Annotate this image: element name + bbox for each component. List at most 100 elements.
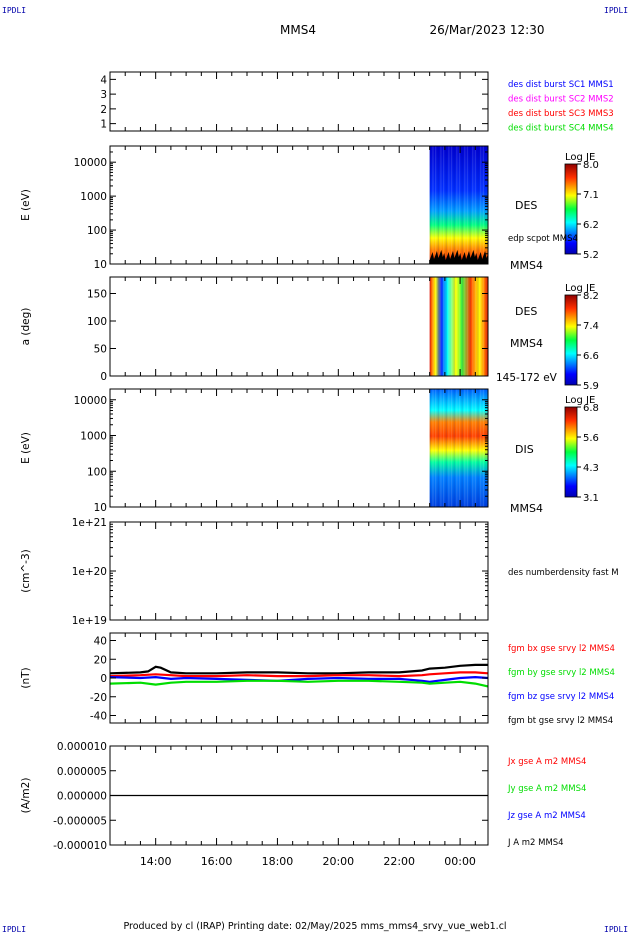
x-tick-label: 22:00 [383,855,415,868]
panel-burst: 1 2 3 4 des dist burst SC1 MMS1 des dist burs… [100,71,614,134]
corner-label-bottom-left: IPDLI [2,925,27,934]
spectrogram-stripe [458,277,461,376]
y-axis-label: E (eV) [20,189,32,221]
spectrogram-stripe [450,277,453,376]
panel-current: -0.000010 -0.000005 0.000000 0.000005 0.0000… [20,741,586,868]
plot-frame [109,521,489,621]
panel-dis-energy: Log JE6.8 5.6 4.3 3.1 10 100 1000 10000 E (eV) DI… [20,388,599,515]
side-label-spacecraft: MMS4 [510,337,543,350]
legend-entry: fgm by gse srvy l2 MMS4 [508,668,615,678]
spectrogram-stripe [461,146,463,264]
x-tick-label: 00:00 [444,855,476,868]
spectrogram-stripe [474,389,477,507]
y-tick-label: -40 [90,711,107,723]
colorbar-title: Log JE [565,283,595,294]
spectrogram-stripe [440,277,442,376]
spectrogram-stripe [453,146,455,264]
y-tick-label: 10000 [74,157,107,169]
colorbar-title: Log JE [565,395,595,406]
spectrogram-stripe [437,146,439,264]
x-tick-label: 14:00 [140,855,172,868]
colorbar-tick-label: 7.1 [583,190,599,201]
y-tick-label: 1e+20 [72,566,107,578]
spectrogram-stripe [485,389,487,507]
y-tick-label: -0.000005 [53,815,107,827]
legend-entry: fgm bz gse srvy l2 MMS4 [508,692,614,702]
spectrogram-stripe [466,146,469,264]
spectrogram-stripe [453,389,455,507]
spectrogram-stripe [480,277,482,376]
energy-range-label: 145-172 eV [496,372,558,384]
legend-entry: des dist burst SC1 MMS1 [508,80,614,90]
series-line [109,675,489,683]
spectrogram-stripe [437,277,439,376]
y-tick-label: 1e+21 [72,517,107,529]
x-tick-label: 20:00 [322,855,354,868]
y-tick-label: 100 [87,225,107,237]
spectrogram-stripe [477,277,479,376]
y-tick-label: 10000 [74,395,107,407]
spectrogram-stripe [464,277,466,376]
y-tick-label: 50 [94,344,107,356]
panel-des-energy: Log JE8.0 7.1 6.2 5.2 10 100 1000 10000 E (eV) DE… [20,145,599,272]
spectrogram-stripe [429,146,431,264]
spectrogram-stripe [461,389,463,507]
spectrogram-stripe [429,277,431,376]
colorbar-des-energy [564,163,578,255]
colorbar-tick-label: 6.2 [583,220,599,231]
colorbar-des-pitch [564,294,578,386]
panel-des-pitch: Log JE8.2 7.4 6.6 5.9 0 50 100 150 a (deg) DES MMS… [20,276,599,392]
y-tick-label: 150 [87,289,107,301]
spectrogram-stripe [432,277,434,376]
y-tick-label: 1 [100,119,107,131]
spectrogram-stripe [480,146,482,264]
colorbar-tick-label: 6.6 [583,351,599,362]
y-tick-label: 0.000005 [57,766,107,778]
spectrogram-stripe [448,146,450,264]
spectrogram-stripe [450,389,453,507]
spectrogram-stripe [464,389,466,507]
side-label-instrument: DES [515,305,537,318]
y-tick-label: 10 [94,502,107,514]
y-tick-label: 100 [87,316,107,328]
y-tick-label: 100 [87,466,107,478]
corner-label-top-right: IPDLI [604,6,629,15]
legend-entry: des dist burst SC2 MMS2 [508,95,614,105]
spectrogram-stripe [472,277,474,376]
y-tick-label: 0.000010 [57,741,107,753]
spectrogram-stripe [482,277,485,376]
spectrogram-stripe [432,389,434,507]
legend-entry: Jz gse A m2 MMS4 [507,811,586,821]
y-tick-label: 3 [100,89,107,101]
colorbar-tick-label: 7.4 [583,321,599,332]
side-label-instrument: DIS [515,443,534,456]
spectrogram-stripe [453,277,455,376]
y-tick-label: 0.000000 [57,791,107,803]
series-line [109,663,488,675]
corner-label-bottom-right: IPDLI [604,925,629,934]
spectrogram-stripe [464,146,466,264]
y-tick-label: 0 [100,371,107,383]
y-tick-label: -20 [90,692,107,704]
spectrogram-stripe [469,277,471,376]
y-tick-label: 1e+19 [72,615,107,627]
spectrogram-stripe [442,389,445,507]
spectrogram-stripe [440,146,442,264]
colorbar-tick-label: 5.6 [583,433,599,444]
x-tick-label: 16:00 [201,855,233,868]
spectrogram-stripe [477,389,479,507]
spectrogram-stripe [482,146,485,264]
y-axis-label: (nT) [20,667,32,688]
spectrogram-stripe [448,389,450,507]
legend-entry: fgm bt gse srvy l2 MMS4 [508,716,613,726]
side-label-spacecraft: MMS4 [510,502,543,515]
y-tick-label: 40 [94,636,107,648]
spectrogram-stripe [432,146,434,264]
spectrogram-stripe [469,389,471,507]
spectrogram-stripe [445,146,447,264]
footer-credit: Produced by cl (IRAP) Printing date: 02/… [123,921,506,932]
panel-fgm: -40 -20 0 20 40 (nT) fgm bx gse srvy l2 MMS4 fg… [20,632,615,726]
legend-entry: des numberdensity fast M [508,568,619,578]
corner-label-top-left: IPDLI [2,6,27,15]
spectrogram-stripe [458,389,461,507]
